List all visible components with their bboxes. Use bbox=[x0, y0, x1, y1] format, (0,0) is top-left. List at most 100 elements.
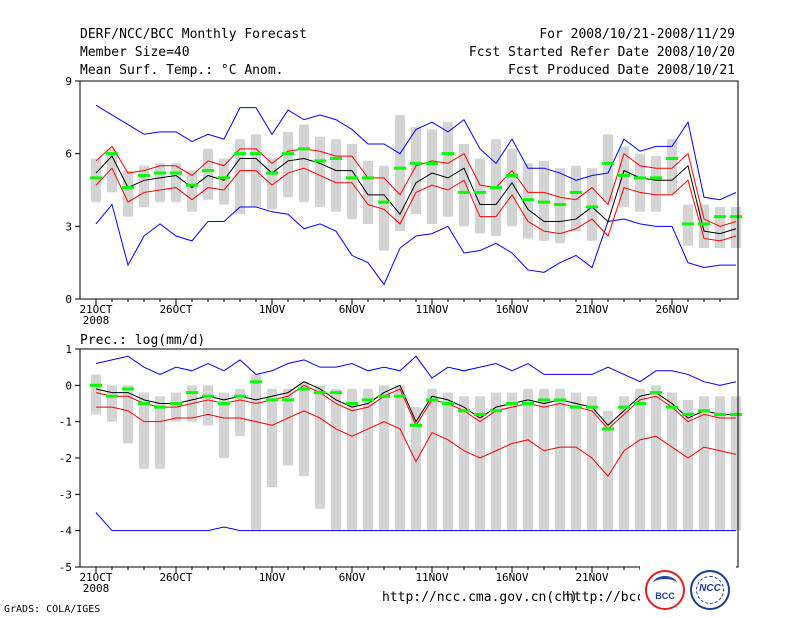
spread-box bbox=[587, 396, 597, 531]
median-mark bbox=[90, 383, 102, 387]
median-mark bbox=[538, 200, 550, 204]
median-mark bbox=[410, 423, 422, 427]
spread-box bbox=[315, 385, 325, 509]
median-mark bbox=[330, 157, 342, 161]
spread-box bbox=[203, 148, 213, 200]
median-mark bbox=[122, 387, 134, 391]
plot-frame bbox=[79, 80, 739, 300]
median-mark bbox=[602, 161, 614, 165]
x-tick-label: 6NOV bbox=[339, 571, 366, 584]
spread-box bbox=[715, 396, 725, 531]
y-tick-label: -2 bbox=[59, 452, 72, 465]
median-mark bbox=[154, 171, 166, 175]
median-mark bbox=[282, 152, 294, 156]
median-mark bbox=[266, 398, 278, 402]
spread-box bbox=[283, 388, 293, 466]
spread-box bbox=[699, 396, 709, 531]
median-mark bbox=[682, 412, 694, 416]
chart-title: DERF/NCC/BCC Monthly Forecast bbox=[80, 27, 307, 42]
y-tick-label: -1 bbox=[59, 416, 72, 429]
median-mark bbox=[522, 402, 534, 405]
spread-box bbox=[299, 124, 309, 203]
median-mark bbox=[106, 394, 118, 398]
median-mark bbox=[266, 171, 278, 175]
median-mark bbox=[250, 380, 262, 384]
ncc-logo-ring bbox=[696, 576, 724, 604]
spread-box bbox=[683, 399, 693, 531]
spread-box bbox=[155, 163, 165, 203]
x-tick-label: 11NOV bbox=[415, 571, 448, 584]
median-mark bbox=[490, 409, 502, 413]
spread-box bbox=[699, 204, 709, 249]
spread-box bbox=[459, 143, 469, 227]
median-mark bbox=[698, 222, 710, 226]
spread-box bbox=[635, 388, 645, 531]
y-tick-label: -4 bbox=[59, 525, 73, 538]
spread-box bbox=[667, 139, 677, 195]
x-tick-label: 21OCT bbox=[79, 303, 112, 316]
spread-box bbox=[411, 127, 421, 215]
spread-box bbox=[267, 388, 277, 488]
ensemble-mean-line bbox=[95, 155, 737, 235]
spread-box bbox=[667, 392, 677, 531]
spread-box bbox=[411, 407, 421, 531]
y-tick-label: 6 bbox=[65, 148, 72, 161]
x-tick-sublabel: 2008 bbox=[83, 314, 110, 327]
median-mark bbox=[714, 215, 726, 219]
median-mark bbox=[602, 427, 614, 431]
spread-box bbox=[123, 385, 133, 444]
median-mark bbox=[634, 402, 646, 405]
ncc-url-link[interactable]: http://ncc.cma.gov.cn(ch) bbox=[382, 590, 578, 605]
upper-bound-line bbox=[95, 145, 737, 227]
median-mark bbox=[490, 186, 502, 190]
spread-box bbox=[427, 388, 437, 531]
spread-box bbox=[219, 392, 229, 458]
spread-box bbox=[443, 122, 453, 217]
median-mark bbox=[538, 398, 550, 402]
spread-box bbox=[235, 388, 245, 437]
median-mark bbox=[218, 402, 230, 405]
spread-box bbox=[651, 385, 661, 531]
forecast-period: For 2008/10/21-2008/11/29 bbox=[539, 27, 735, 42]
y-tick-label: 9 bbox=[65, 75, 72, 88]
median-mark bbox=[314, 159, 326, 163]
median-mark bbox=[586, 405, 598, 409]
median-mark bbox=[170, 402, 182, 405]
median-mark bbox=[554, 398, 566, 402]
max-line bbox=[95, 355, 737, 386]
spread-box bbox=[651, 156, 661, 212]
y-tick-label: 3 bbox=[65, 220, 72, 233]
median-mark bbox=[314, 391, 326, 395]
median-mark bbox=[106, 152, 118, 156]
median-mark bbox=[426, 398, 438, 402]
spread-box bbox=[459, 396, 469, 531]
spread-box bbox=[539, 388, 549, 531]
y-tick-label: 0 bbox=[65, 293, 72, 306]
bcc-url-link[interactable]: http://bcc. bbox=[566, 590, 653, 605]
median-mark bbox=[410, 161, 422, 165]
median-mark bbox=[618, 173, 630, 177]
spread-box bbox=[635, 153, 645, 212]
spread-box bbox=[107, 385, 117, 422]
member-size: Member Size=40 bbox=[80, 45, 190, 60]
median-mark bbox=[378, 200, 390, 204]
x-tick-label: 11NOV bbox=[415, 303, 448, 316]
median-mark bbox=[586, 205, 598, 209]
median-mark bbox=[730, 412, 742, 416]
spread-box bbox=[363, 388, 373, 531]
median-mark bbox=[122, 186, 134, 190]
median-mark bbox=[186, 391, 198, 395]
median-mark bbox=[170, 171, 182, 175]
forecast-started-date: Fcst Started Refer Date 2008/10/20 bbox=[468, 45, 735, 60]
spread-box bbox=[443, 392, 453, 531]
median-mark bbox=[506, 402, 518, 405]
median-mark bbox=[666, 405, 678, 409]
y-tick-label: -5 bbox=[59, 561, 72, 574]
median-mark bbox=[250, 152, 262, 156]
spread-box bbox=[363, 160, 373, 224]
spread-box bbox=[315, 136, 325, 207]
median-mark bbox=[202, 394, 214, 398]
forecast-produced-date: Fcst Produced Date 2008/10/21 bbox=[508, 63, 735, 78]
x-tick-label: 21NOV bbox=[575, 303, 608, 316]
median-mark bbox=[618, 405, 630, 409]
